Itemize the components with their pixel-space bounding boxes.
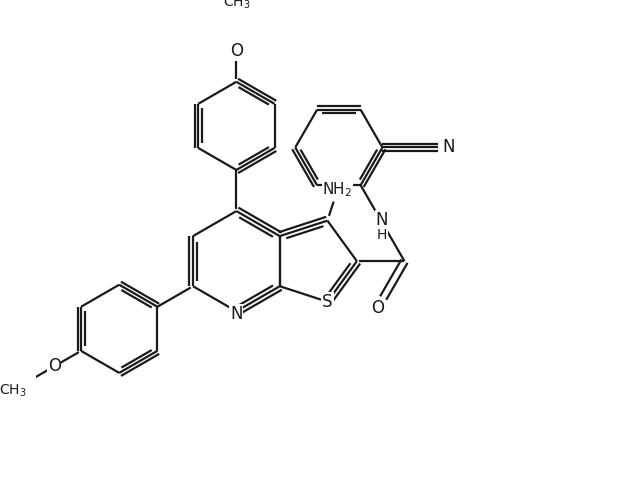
- Text: CH$_3$: CH$_3$: [0, 382, 26, 399]
- Text: NH$_2$: NH$_2$: [323, 180, 353, 199]
- Text: N: N: [230, 305, 243, 323]
- Text: O: O: [371, 298, 384, 317]
- Text: O: O: [230, 41, 243, 60]
- Text: O: O: [47, 357, 61, 375]
- Text: N: N: [442, 138, 455, 157]
- Text: S: S: [322, 293, 333, 311]
- Text: H: H: [377, 228, 387, 242]
- Text: CH$_3$: CH$_3$: [223, 0, 250, 11]
- Text: N: N: [376, 210, 388, 229]
